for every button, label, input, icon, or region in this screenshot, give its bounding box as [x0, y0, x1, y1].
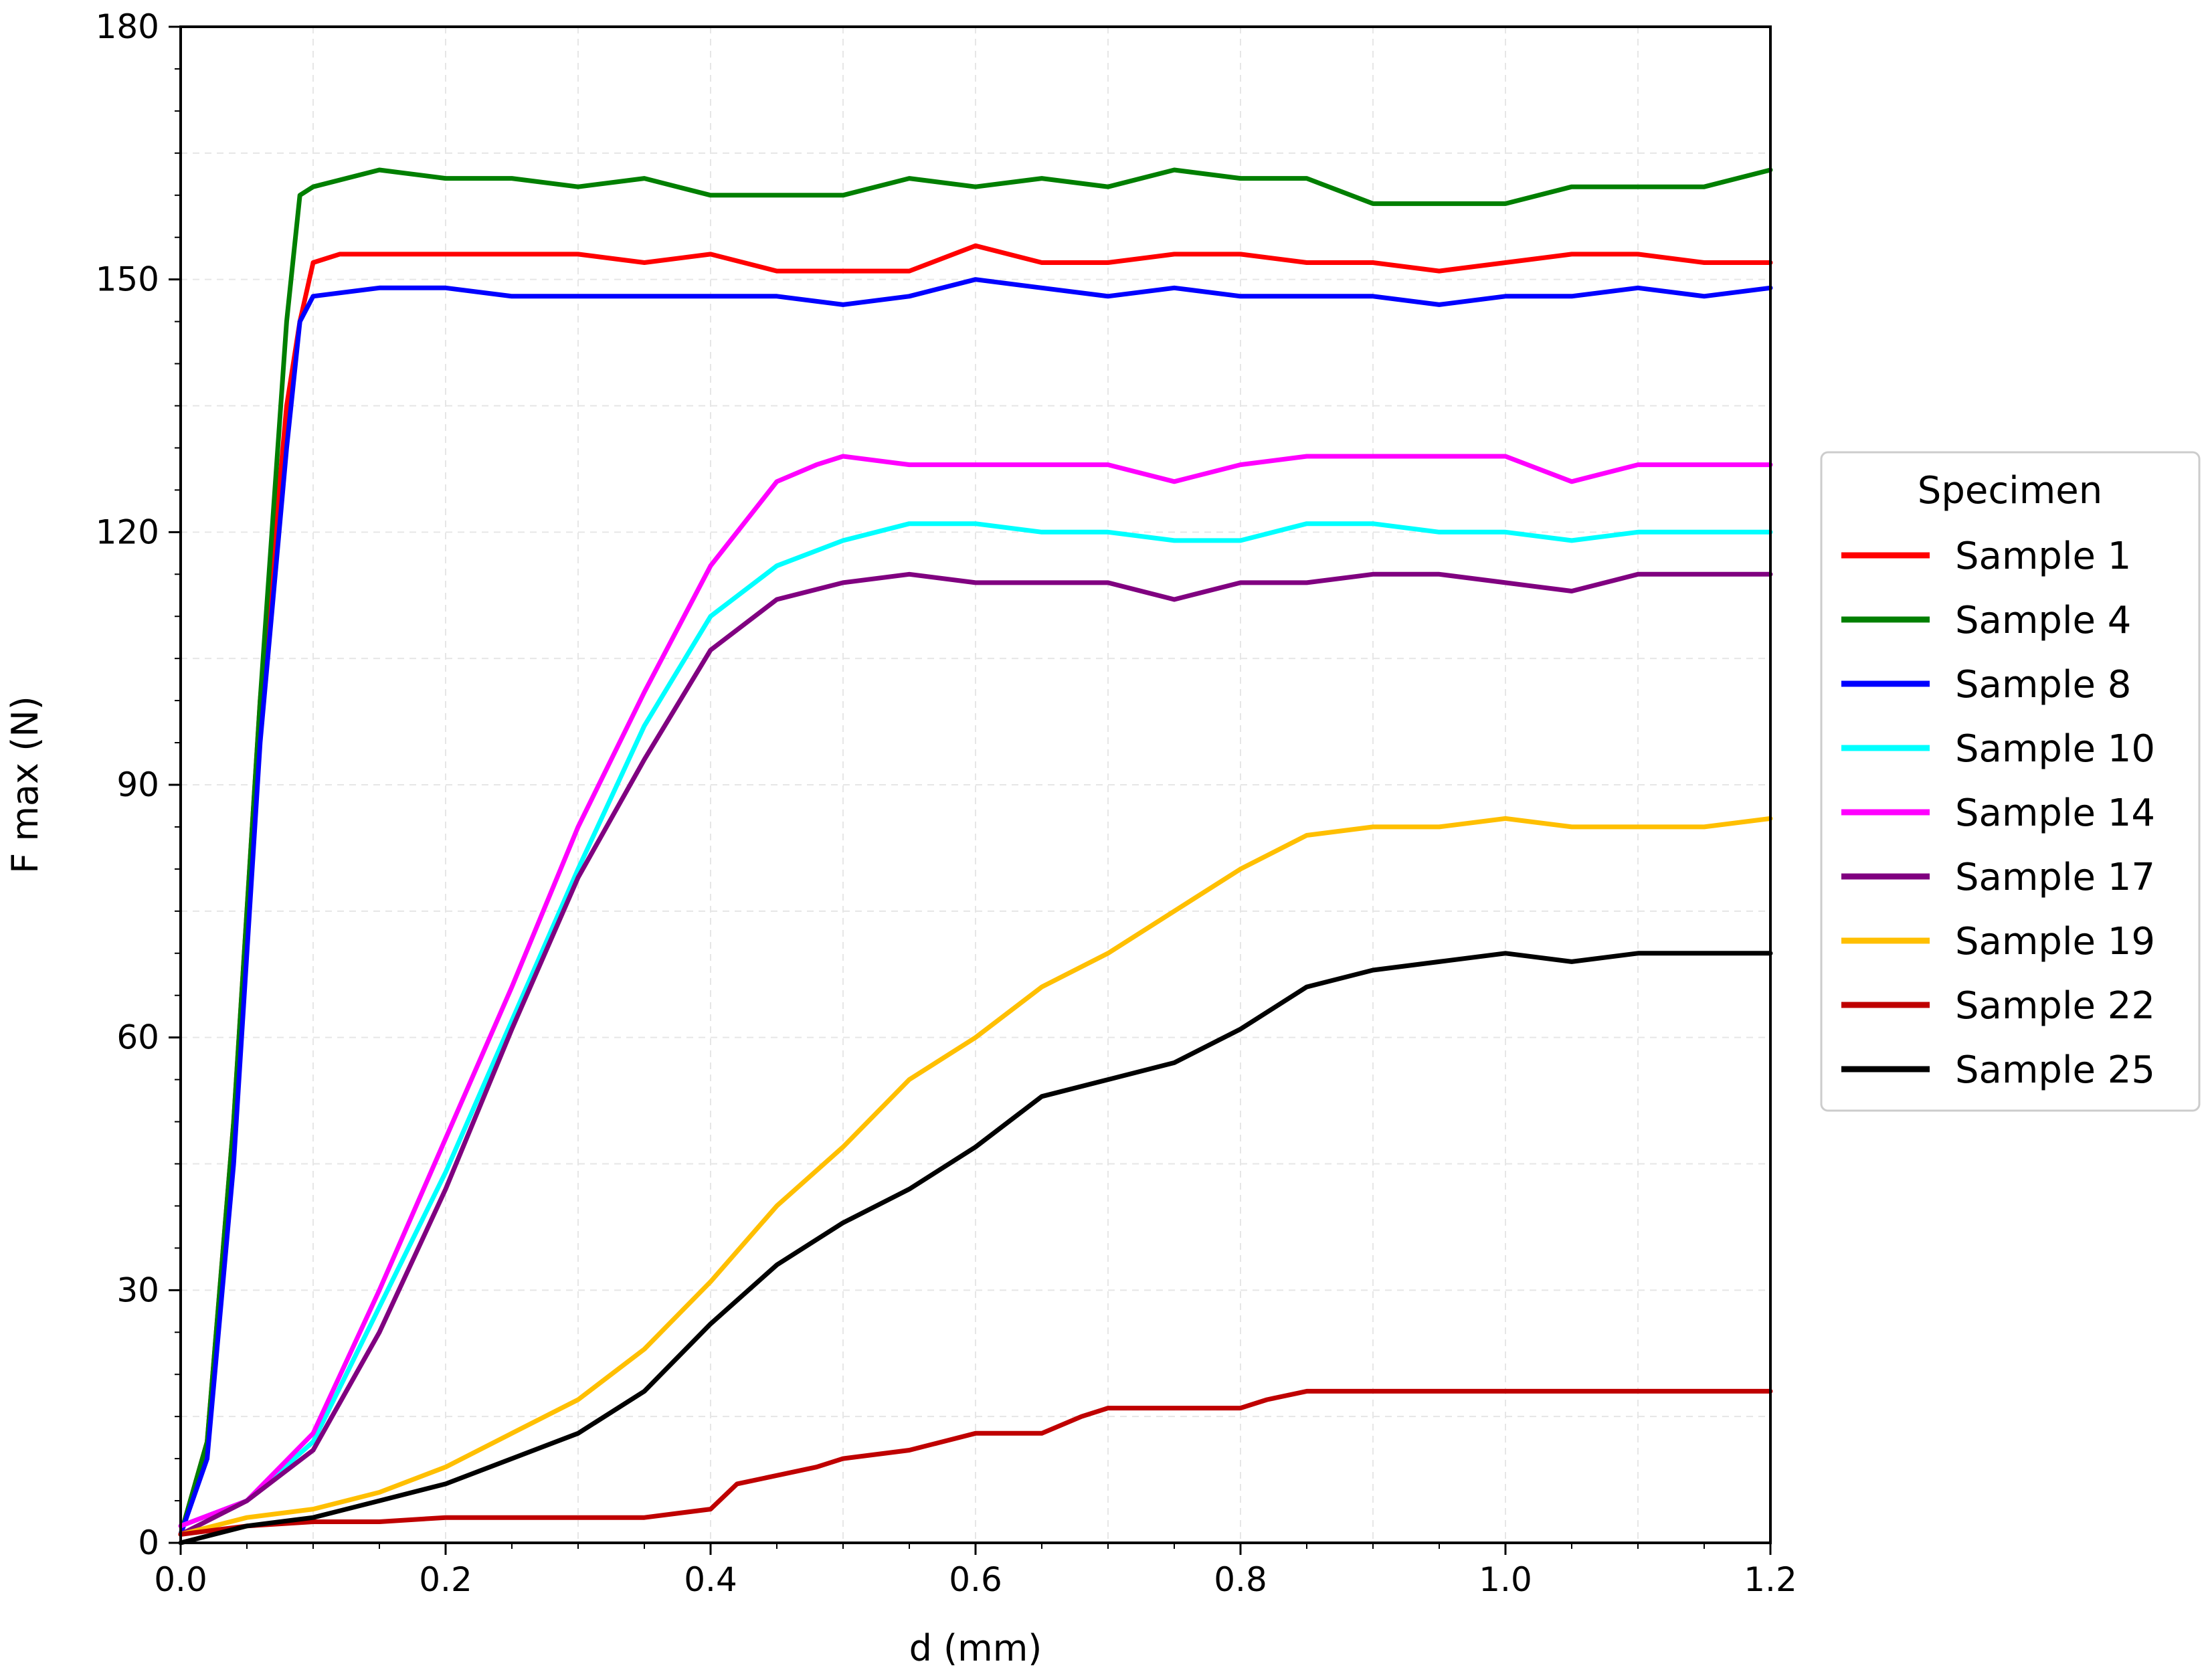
y-tick-label: 60: [116, 1018, 159, 1057]
y-tick-label: 90: [116, 765, 159, 804]
x-tick-label: 0.8: [1214, 1560, 1267, 1599]
series-line-sample-19: [178, 816, 1773, 1537]
x-axis-title: d (mm): [909, 1627, 1042, 1669]
x-tick-label: 0.2: [419, 1560, 472, 1599]
legend-label: Sample 1: [1955, 535, 2131, 578]
legend-label: Sample 19: [1955, 920, 2155, 963]
legend-label: Sample 4: [1955, 599, 2131, 642]
series-line-sample-25: [178, 951, 1773, 1546]
x-tick-label: 0.4: [684, 1560, 737, 1599]
y-tick-label: 180: [96, 7, 159, 46]
y-tick-label: 0: [138, 1523, 159, 1562]
legend-label: Sample 22: [1955, 984, 2155, 1028]
y-axis-title: F max (N): [4, 696, 46, 874]
x-tick-label: 0.0: [154, 1560, 207, 1599]
legend-label: Sample 10: [1955, 727, 2155, 771]
y-tick-label: 150: [96, 260, 159, 299]
series-line-sample-14: [178, 454, 1773, 1529]
x-tick-label: 0.6: [949, 1560, 1002, 1599]
series-line-sample-17: [178, 571, 1773, 1537]
series-line-sample-4: [178, 167, 1773, 1537]
legend-title: Specimen: [1918, 469, 2102, 512]
x-tick-label: 1.0: [1479, 1560, 1532, 1599]
legend-items: Sample 1 Sample 4 Sample 8 Sample 10 Sample …: [1841, 535, 2155, 1092]
legend-label: Sample 17: [1955, 856, 2155, 899]
legend-label: Sample 25: [1955, 1048, 2155, 1092]
legend-label: Sample 8: [1955, 663, 2131, 707]
legend-label: Sample 14: [1955, 791, 2155, 835]
y-tick-label: 120: [96, 512, 159, 551]
series-line-sample-22: [178, 1388, 1773, 1537]
series-lines: [178, 167, 1773, 1546]
axis-ticks: 0.0 0.2 0.4 0.6 0.8 1.0 1.2 0 30 60 90 120 150 180: [96, 7, 1797, 1599]
y-tick-label: 30: [116, 1271, 159, 1309]
series-line-sample-8: [178, 277, 1773, 1537]
x-tick-label: 1.2: [1744, 1560, 1797, 1599]
series-line-sample-10: [178, 521, 1773, 1529]
